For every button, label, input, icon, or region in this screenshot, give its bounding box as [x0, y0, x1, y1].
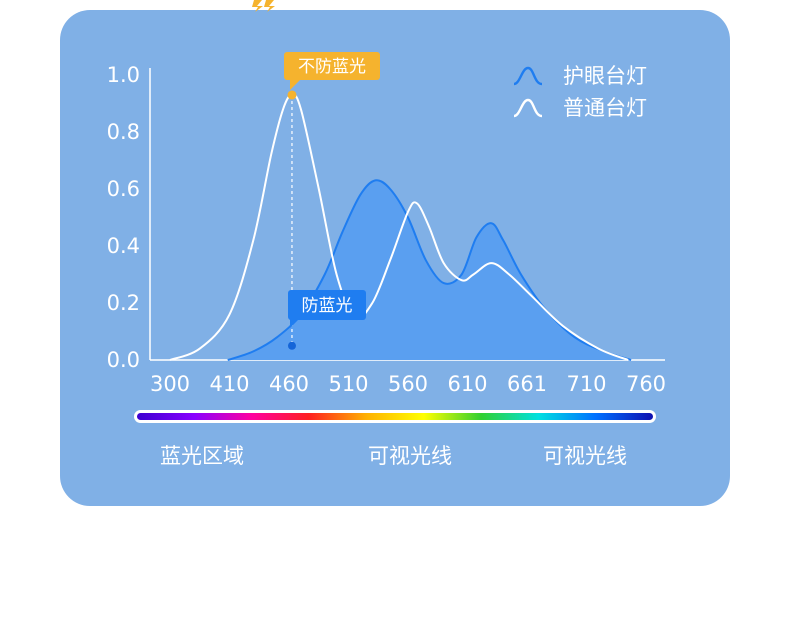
- x-tick-label: 300: [150, 372, 190, 396]
- y-tick-label: 1.0: [107, 63, 140, 87]
- callout-no-protection: 不防蓝光: [284, 52, 380, 90]
- y-tick-label: 0.2: [107, 291, 140, 315]
- spectrum-gradient: [137, 413, 653, 420]
- y-tick-label: 0.0: [107, 348, 140, 372]
- y-tick-label: 0.8: [107, 120, 140, 144]
- legend-label-eye: 护眼台灯: [563, 64, 647, 88]
- x-tick-label: 460: [269, 372, 309, 396]
- x-tick-label: 560: [388, 372, 428, 396]
- legend-label-normal: 普通台灯: [563, 96, 647, 120]
- series-normal-lamp-line: [169, 93, 629, 361]
- peak-marker: [287, 90, 297, 100]
- lightning-icon: [252, 0, 275, 12]
- y-tick-label: 0.6: [107, 177, 140, 201]
- x-tick-label: 661: [507, 372, 547, 396]
- band-label-visible-2: 可视光线: [543, 444, 627, 468]
- low-marker: [287, 341, 296, 350]
- callout-protection: 防蓝光: [288, 290, 366, 328]
- x-tick-label: 410: [209, 372, 249, 396]
- band-label-blue-light: 蓝光区域: [160, 444, 244, 468]
- x-tick-label: 760: [626, 372, 666, 396]
- x-tick-label: 510: [328, 372, 368, 396]
- band-label-visible-1: 可视光线: [368, 444, 452, 468]
- y-tick-labels: 0.0 0.2 0.4 0.6 0.8 1.0: [107, 63, 140, 372]
- legend-wave-icon-normal: [513, 98, 543, 118]
- x-tick-label: 610: [447, 372, 487, 396]
- callout-no-protection-label: 不防蓝光: [298, 57, 366, 77]
- callout-protection-label: 防蓝光: [302, 296, 353, 316]
- legend: 护眼台灯 普通台灯: [513, 64, 647, 120]
- y-tick-label: 0.4: [107, 234, 140, 258]
- x-tick-label: 710: [566, 372, 606, 396]
- legend-wave-icon-eye: [513, 66, 543, 86]
- x-tick-labels: 300 410 460 510 560 610 661 710 760: [150, 372, 666, 396]
